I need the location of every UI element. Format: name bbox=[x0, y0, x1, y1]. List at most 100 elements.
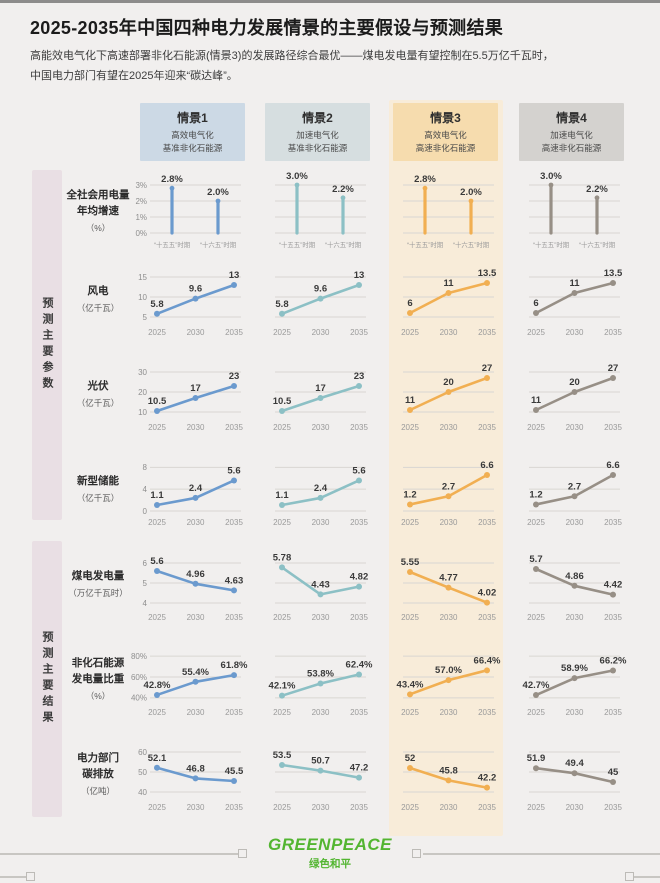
svg-text:2030: 2030 bbox=[312, 518, 330, 527]
svg-text:“十六五”时期: “十六五”时期 bbox=[200, 240, 236, 249]
svg-text:17: 17 bbox=[190, 383, 201, 394]
scenario-header-4: 情景4 加速电气化 高速非化石能源 bbox=[519, 103, 624, 161]
svg-text:58.9%: 58.9% bbox=[561, 663, 588, 674]
svg-text:10: 10 bbox=[138, 408, 147, 417]
chart-row7-scenario2: 53.5 2025 50.7 2030 47.2 2035 bbox=[273, 750, 369, 812]
metric-name: 新型储能 bbox=[77, 475, 119, 488]
scenario-header-2: 情景2 加速电气化 基准非化石能源 bbox=[265, 103, 370, 161]
svg-text:2035: 2035 bbox=[350, 328, 368, 337]
svg-text:13.5: 13.5 bbox=[478, 268, 497, 279]
svg-text:20: 20 bbox=[569, 377, 580, 388]
svg-text:11: 11 bbox=[443, 278, 454, 289]
chart-row6-scenario2: 42.1% 2025 53.8% 2030 62.4% 2035 bbox=[269, 655, 373, 717]
svg-text:2035: 2035 bbox=[478, 613, 496, 622]
svg-text:10: 10 bbox=[138, 293, 147, 302]
svg-text:4.02: 4.02 bbox=[478, 588, 497, 599]
chart-row1-scenario3: 2.8% “十五五”时期 2.0% “十六五”时期 bbox=[403, 174, 494, 249]
svg-text:53.8%: 53.8% bbox=[307, 668, 334, 679]
chart-row2-scenario1: 5 10 15 5.8 2025 9.6 2030 13 2035 bbox=[138, 270, 243, 337]
svg-text:6.6: 6.6 bbox=[606, 460, 619, 471]
svg-text:10.5: 10.5 bbox=[273, 396, 292, 407]
svg-text:2030: 2030 bbox=[440, 518, 458, 527]
svg-text:2.2%: 2.2% bbox=[332, 184, 354, 195]
metric-label-6: 电力部门 碳排放 （亿吨） bbox=[58, 735, 138, 813]
metric-name: 非化石能源 发电量比重 bbox=[71, 657, 125, 685]
svg-text:4.63: 4.63 bbox=[225, 575, 244, 586]
svg-text:23: 23 bbox=[229, 371, 240, 382]
svg-text:46.8: 46.8 bbox=[186, 763, 205, 774]
svg-text:62.4%: 62.4% bbox=[346, 659, 373, 670]
svg-text:45.8: 45.8 bbox=[439, 765, 458, 776]
svg-text:50.7: 50.7 bbox=[311, 756, 330, 767]
svg-text:2025: 2025 bbox=[148, 708, 166, 717]
svg-text:47.2: 47.2 bbox=[350, 763, 369, 774]
bottom-edge-handle-right bbox=[625, 872, 634, 881]
svg-text:4.86: 4.86 bbox=[565, 571, 584, 582]
svg-text:2030: 2030 bbox=[187, 613, 205, 622]
svg-text:66.4%: 66.4% bbox=[474, 655, 501, 666]
svg-text:2035: 2035 bbox=[604, 423, 622, 432]
scenario-description: 加速电气化 高速非化石能源 bbox=[541, 129, 602, 153]
chart-row4-scenario1: 0 4 8 1.1 2025 2.4 2030 5.6 2035 bbox=[143, 463, 244, 527]
svg-text:2030: 2030 bbox=[187, 518, 205, 527]
svg-text:2.8%: 2.8% bbox=[414, 174, 436, 185]
svg-text:2035: 2035 bbox=[350, 613, 368, 622]
svg-text:2025: 2025 bbox=[148, 613, 166, 622]
svg-text:“十六五”时期: “十六五”时期 bbox=[325, 240, 361, 249]
chart-row2-scenario4: 6 2025 11 2030 13.5 2035 bbox=[527, 268, 623, 337]
metric-unit: （万亿千瓦时） bbox=[68, 587, 128, 598]
greenpeace-wordmark: GREENPEACE bbox=[267, 835, 393, 854]
svg-text:2.7: 2.7 bbox=[568, 481, 581, 492]
svg-text:42.2: 42.2 bbox=[478, 773, 497, 784]
bottom-edge-line-right bbox=[634, 876, 660, 878]
svg-text:2%: 2% bbox=[135, 197, 147, 206]
chart-row2-scenario2: 5.8 2025 9.6 2030 13 2035 bbox=[273, 270, 368, 337]
metric-name: 电力部门 碳排放 bbox=[77, 752, 119, 780]
metric-unit: （亿吨） bbox=[80, 785, 115, 796]
svg-text:49.4: 49.4 bbox=[565, 758, 584, 769]
svg-text:2030: 2030 bbox=[440, 613, 458, 622]
svg-text:5.55: 5.55 bbox=[401, 557, 420, 568]
svg-text:5.8: 5.8 bbox=[275, 299, 288, 310]
page-title: 2025-2035年中国四种电力发展情景的主要假设与预测结果 bbox=[30, 18, 504, 38]
scenario-name: 情景3 bbox=[430, 110, 461, 125]
svg-text:57.0%: 57.0% bbox=[435, 665, 462, 676]
svg-text:80%: 80% bbox=[131, 652, 147, 661]
svg-text:2030: 2030 bbox=[312, 708, 330, 717]
scenario-name: 情景4 bbox=[556, 110, 587, 125]
scenario-header-1: 情景1 高效电气化 基准非化石能源 bbox=[140, 103, 245, 161]
svg-text:5.8: 5.8 bbox=[150, 299, 163, 310]
svg-text:2025: 2025 bbox=[401, 803, 419, 812]
row-group-label-text: 预测主要结果 bbox=[41, 631, 53, 727]
svg-text:52.1: 52.1 bbox=[148, 753, 167, 764]
chart-row4-scenario4: 1.2 2025 2.7 2030 6.6 2035 bbox=[527, 460, 622, 527]
metric-label-5: 非化石能源 发电量比重 （%） bbox=[58, 640, 138, 718]
svg-text:2035: 2035 bbox=[225, 708, 243, 717]
row-group-label-text: 预测主要参数 bbox=[41, 297, 53, 393]
svg-text:1.2: 1.2 bbox=[529, 489, 542, 500]
svg-text:42.1%: 42.1% bbox=[269, 681, 296, 692]
svg-text:2025: 2025 bbox=[401, 613, 419, 622]
svg-text:2025: 2025 bbox=[148, 423, 166, 432]
svg-text:6.6: 6.6 bbox=[480, 460, 493, 471]
svg-text:4.96: 4.96 bbox=[186, 569, 205, 580]
chart-row1-scenario1: 0% 1% 2% 3% 2.8% “十五五”时期 2.0% “十六五”时期 bbox=[135, 174, 241, 249]
svg-text:2030: 2030 bbox=[566, 708, 584, 717]
svg-text:40: 40 bbox=[138, 788, 147, 797]
row-group-label-2: 预测主要结果 bbox=[32, 541, 62, 817]
chart-row3-scenario4: 11 2025 20 2030 27 2035 bbox=[527, 363, 622, 432]
scenario3-highlight-column bbox=[389, 100, 503, 836]
svg-text:2030: 2030 bbox=[187, 803, 205, 812]
svg-text:2035: 2035 bbox=[478, 423, 496, 432]
svg-text:2035: 2035 bbox=[350, 803, 368, 812]
metric-unit: （%） bbox=[85, 222, 111, 233]
svg-text:2025: 2025 bbox=[527, 708, 545, 717]
scenario-name: 情景2 bbox=[302, 110, 333, 125]
svg-text:2025: 2025 bbox=[273, 518, 291, 527]
svg-text:1%: 1% bbox=[135, 213, 147, 222]
svg-text:5.78: 5.78 bbox=[273, 552, 292, 563]
svg-text:2025: 2025 bbox=[527, 803, 545, 812]
chart-row4-scenario3: 1.2 2025 2.7 2030 6.6 2035 bbox=[401, 460, 496, 527]
svg-text:2025: 2025 bbox=[527, 328, 545, 337]
svg-text:“十五五”时期: “十五五”时期 bbox=[154, 240, 190, 249]
